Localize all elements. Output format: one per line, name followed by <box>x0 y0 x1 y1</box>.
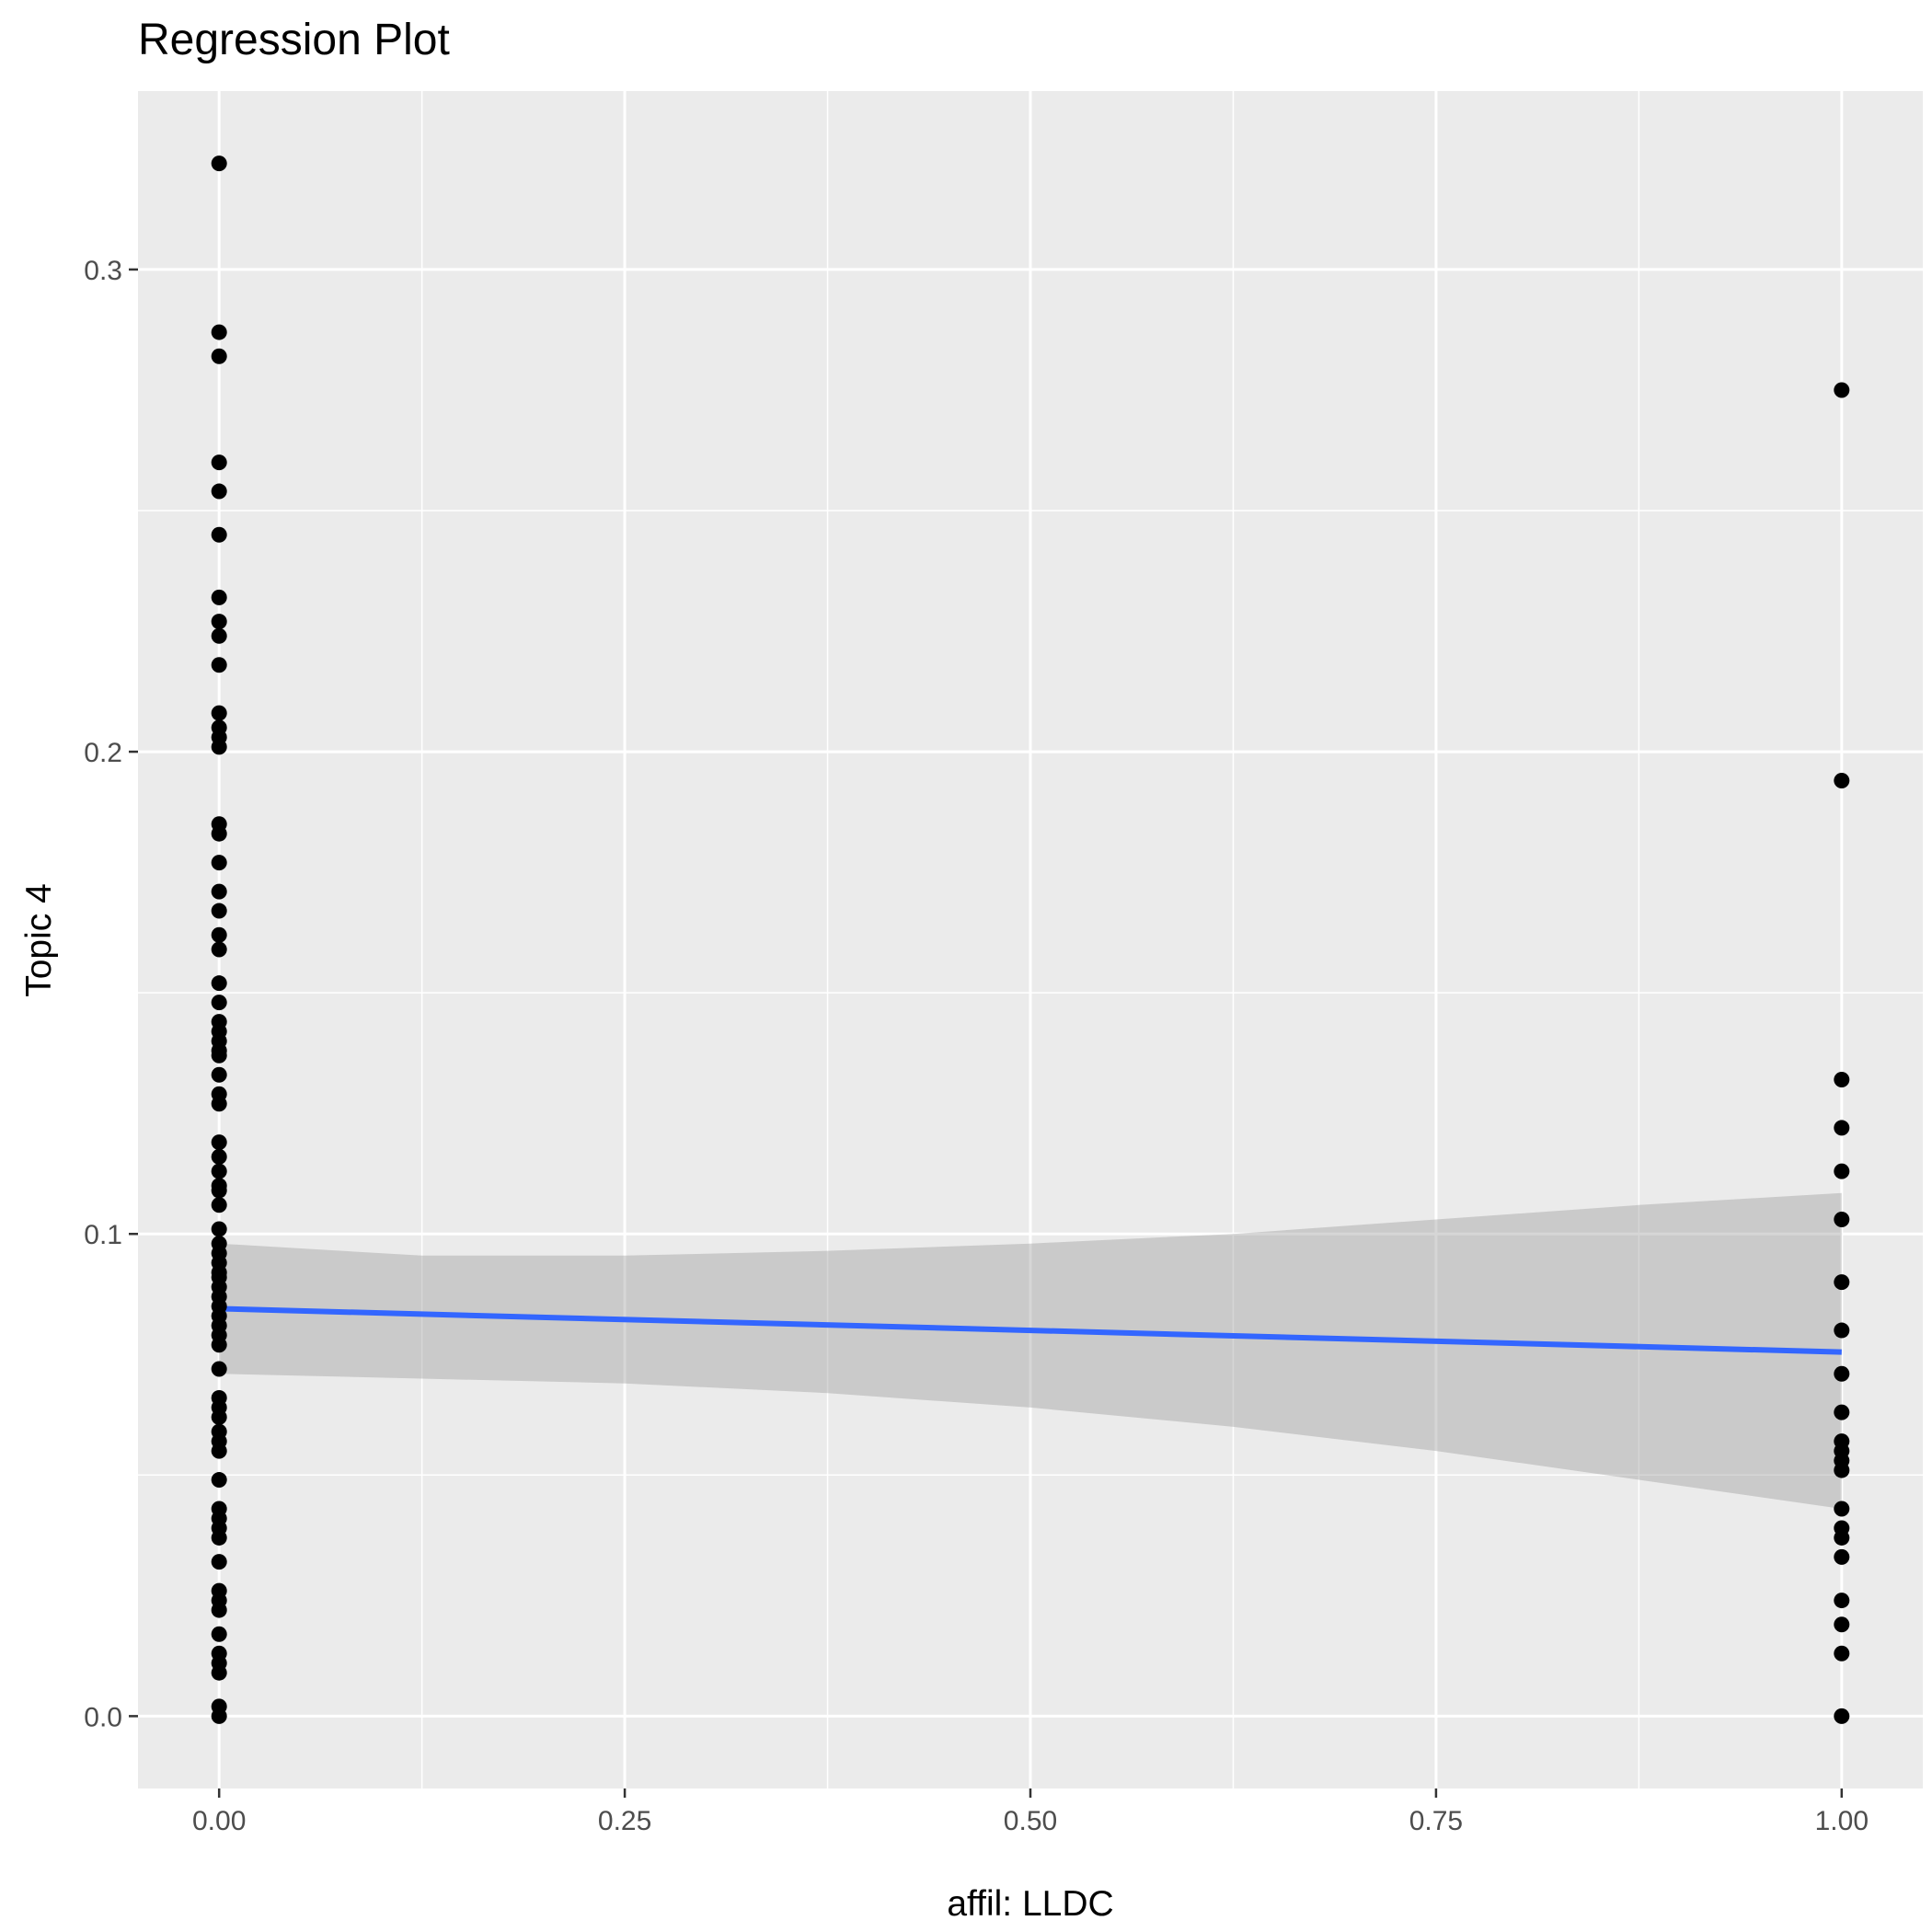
data-point <box>1834 1462 1850 1478</box>
data-point <box>211 705 227 721</box>
data-point <box>211 614 227 630</box>
x-tick-label: 0.25 <box>598 1806 651 1836</box>
x-tick-label: 0.00 <box>192 1806 246 1836</box>
data-point <box>1834 773 1850 789</box>
data-point <box>211 348 227 364</box>
data-point <box>211 995 227 1011</box>
data-point <box>211 825 227 842</box>
data-point <box>211 1148 227 1165</box>
data-point <box>211 883 227 900</box>
data-point <box>211 1221 227 1237</box>
data-point <box>211 975 227 992</box>
data-point <box>1834 1072 1850 1088</box>
data-point <box>211 155 227 172</box>
data-point <box>211 1163 227 1179</box>
data-point <box>211 526 227 543</box>
data-point <box>211 1337 227 1353</box>
data-point <box>211 1664 227 1681</box>
data-point <box>211 941 227 958</box>
data-point <box>1834 382 1850 398</box>
data-point <box>1834 1274 1850 1291</box>
data-point <box>211 739 227 755</box>
y-tick-label: 0.0 <box>84 1702 122 1732</box>
chart-title: Regression Plot <box>138 16 450 64</box>
data-point <box>211 1602 227 1618</box>
data-point <box>211 1197 227 1213</box>
y-axis: 0.0 0.1 0.2 0.3 <box>84 256 138 1732</box>
data-point <box>211 1047 227 1064</box>
data-point <box>1834 1645 1850 1662</box>
data-point <box>211 454 227 471</box>
data-point <box>1834 1548 1850 1565</box>
data-point <box>211 1472 227 1489</box>
data-point <box>211 627 227 644</box>
data-point <box>1834 1616 1850 1633</box>
x-tick-label: 1.00 <box>1815 1806 1869 1836</box>
data-point <box>1834 1501 1850 1517</box>
data-point <box>1834 1404 1850 1420</box>
data-point <box>1834 1529 1850 1546</box>
data-point <box>211 483 227 500</box>
confidence-ribbon <box>219 1192 1842 1509</box>
data-point <box>211 903 227 919</box>
x-axis-title: affil: LLDC <box>947 1884 1113 1924</box>
data-point <box>211 1096 227 1112</box>
x-tick-label: 0.75 <box>1409 1806 1463 1836</box>
data-point <box>211 1554 227 1570</box>
data-point <box>1834 1120 1850 1136</box>
data-point <box>1834 1212 1850 1228</box>
data-point <box>211 1409 227 1425</box>
regression-line <box>219 1305 1842 1355</box>
x-tick-label: 0.50 <box>1004 1806 1057 1836</box>
data-point <box>211 926 227 943</box>
data-point <box>211 855 227 871</box>
data-point <box>1834 1593 1850 1609</box>
y-axis-title: Topic 4 <box>19 883 59 997</box>
data-points <box>211 155 1850 1724</box>
data-point <box>211 1626 227 1642</box>
data-point <box>1834 1322 1850 1339</box>
data-point <box>211 589 227 605</box>
data-point <box>211 1529 227 1546</box>
data-point <box>1834 1365 1850 1382</box>
data-point <box>211 1066 227 1083</box>
x-axis: 0.00 0.25 0.50 0.75 1.00 <box>192 1788 1869 1836</box>
data-point <box>211 1361 227 1377</box>
y-tick-label: 0.3 <box>84 256 122 286</box>
data-point <box>211 324 227 340</box>
y-tick-label: 0.1 <box>84 1220 122 1250</box>
grid-major <box>138 91 1923 1788</box>
data-point <box>1834 1163 1850 1179</box>
data-point <box>211 1134 227 1151</box>
data-point <box>211 1182 227 1199</box>
data-point <box>211 657 227 673</box>
data-point <box>1834 1708 1850 1724</box>
data-point <box>211 1443 227 1459</box>
y-tick-label: 0.2 <box>84 738 122 768</box>
data-point <box>211 1708 227 1724</box>
